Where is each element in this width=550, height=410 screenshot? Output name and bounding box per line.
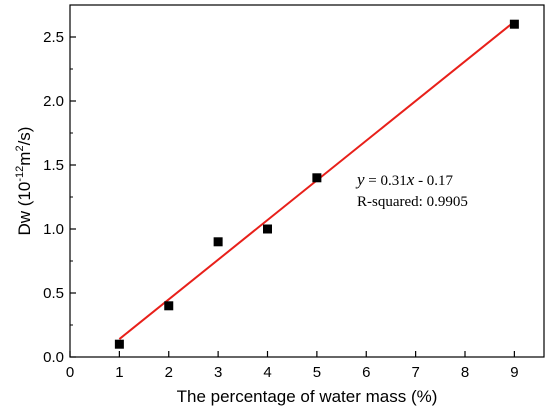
x-tick-label: 9 xyxy=(510,364,518,381)
r-squared-label: R-squared: 0.9905 xyxy=(357,194,468,210)
y-tick-label: 1.5 xyxy=(43,157,64,174)
y-tick-label: 0.5 xyxy=(43,285,64,302)
x-tick-label: 0 xyxy=(66,364,74,381)
y-tick-label: 0.0 xyxy=(43,349,64,366)
data-point xyxy=(509,19,519,29)
x-tick-label: 1 xyxy=(115,364,123,381)
y-axis-title-exp2: 2 xyxy=(14,145,26,151)
fit-equation-x: x xyxy=(406,170,415,189)
fit-equation-mid: = 0.31 xyxy=(365,173,407,189)
x-axis-title: The percentage of water mass (%) xyxy=(177,387,438,406)
data-point xyxy=(263,224,272,234)
data-point xyxy=(114,339,124,349)
x-axis-ticks: 0 1 2 3 4 5 6 7 8 9 xyxy=(66,351,519,381)
x-tick-label: 8 xyxy=(461,364,469,381)
y-axis-title: Dw (10-12m2/s) xyxy=(14,127,34,236)
x-tick-label: 6 xyxy=(362,364,370,381)
y-tick-label: 1.0 xyxy=(43,221,64,238)
data-points xyxy=(114,19,519,349)
x-tick-label: 3 xyxy=(214,364,222,381)
y-tick-label: 2.0 xyxy=(43,93,64,110)
data-point xyxy=(312,173,322,183)
x-tick-label: 7 xyxy=(411,364,419,381)
y-axis-title-exp1: -12 xyxy=(14,166,26,182)
y-axis-title-suffix: /s) xyxy=(15,127,34,146)
y-tick-label: 2.5 xyxy=(43,29,64,46)
x-tick-label: 5 xyxy=(313,364,321,381)
x-tick-label: 2 xyxy=(165,364,173,381)
data-point xyxy=(164,301,174,311)
y-axis-title-prefix: Dw (10 xyxy=(15,182,34,236)
fit-equation-tail: - 0.17 xyxy=(414,173,453,189)
plot-frame xyxy=(69,4,545,358)
y-axis-ticks: 0.0 0.5 1.0 1.5 2.0 2.5 xyxy=(43,29,76,366)
x-tick-label: 4 xyxy=(263,364,271,381)
data-point xyxy=(213,237,223,247)
fit-equation-y: y xyxy=(355,170,365,189)
y-axis-title-mid: m xyxy=(15,152,34,166)
fit-equation: y = 0.31x - 0.17 xyxy=(355,170,454,189)
